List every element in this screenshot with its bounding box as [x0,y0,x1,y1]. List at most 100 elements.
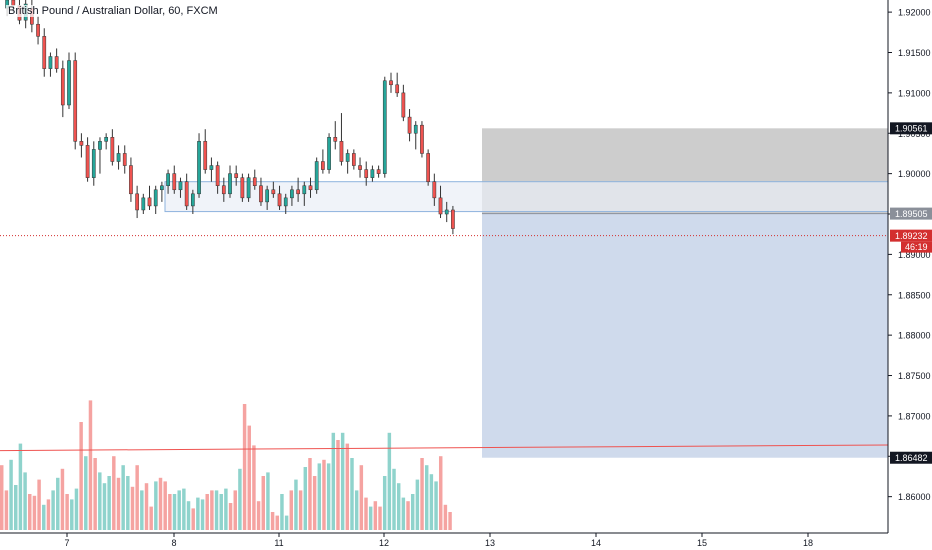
price-label-entry: 1.89505 [890,207,932,220]
candle [60,60,65,118]
volume-bar [280,494,284,530]
candle [98,137,102,174]
price-label-bg [890,207,932,220]
candle-body [345,153,350,162]
candle-body [389,80,393,86]
candle-body [228,173,232,195]
candle [166,169,170,194]
candle [178,177,183,198]
countdown-label: 46:19 [901,241,932,253]
candle-body [426,153,430,182]
volume-bar [46,499,51,530]
volume-bar [406,501,410,530]
volume-bar [429,474,434,530]
volume-bar [368,506,373,530]
volume-bar [112,456,116,530]
candle [413,121,418,150]
candle [215,161,220,194]
candle [358,157,362,178]
volume-bar [308,458,312,530]
volume-bar [298,490,303,530]
volume-bar [182,488,186,530]
price-tick-label: 1.92000 [898,8,931,18]
candle-body [54,56,59,69]
volume-bar [70,499,74,530]
candle-body [308,185,313,191]
candle-body [166,173,170,186]
candle [42,28,47,77]
candle-body [314,161,319,191]
candle [395,72,400,97]
volume-bar [126,476,130,530]
volume-bar [56,477,60,530]
volume-bar [345,443,350,530]
volume-bar [233,490,237,530]
candle [79,133,84,158]
volume-bar [242,404,247,530]
candle [265,185,269,210]
volume-bar [158,477,163,530]
volume-bar [191,508,195,530]
volume-bar [116,477,121,530]
volume-bar [107,476,111,530]
volume-bar [434,481,438,530]
volume-bar [378,506,382,530]
volume-bar [424,465,429,530]
volume-bar [354,490,359,530]
candle-body [234,173,239,178]
candle-body [364,169,369,178]
volume-bar [9,459,13,530]
candle-body [215,165,220,186]
candle [110,129,115,166]
volume-bar [214,490,219,530]
candle [451,205,455,235]
candle-body [339,141,344,162]
price-tick-label: 1.87000 [898,411,931,421]
volume-bar [252,445,256,530]
candle-body [246,177,251,199]
volume-bar [154,481,158,530]
candle-body [240,177,245,199]
volume-bar [410,494,415,530]
chart-title: British Pound / Australian Dollar, 60, F… [6,5,220,17]
candle-body [209,165,214,170]
volume-bar [387,432,392,530]
volume-bar [177,490,181,530]
candle [327,133,331,174]
candle [389,72,393,93]
candle [135,185,139,219]
candle-body [327,137,331,170]
countdown-bg [901,241,932,253]
candle-body [351,153,356,166]
time-tick-label: 12 [379,538,389,548]
volume-bar [336,440,340,530]
volume-bar [186,501,191,530]
volume-bar [51,490,55,530]
price-label-bg [890,229,932,242]
time-tick-label: 14 [591,538,601,548]
candle [351,149,356,170]
volume-bar [396,483,401,530]
volume-bar [401,497,406,530]
volume-bar [350,458,354,530]
price-label-text: 1.86482 [895,453,928,463]
countdown-text: 46:19 [905,242,928,252]
volume-bar [88,400,93,530]
candle-body [451,209,455,229]
candle [283,193,288,215]
take-profit-zone [482,213,888,458]
candle-body [42,36,47,69]
candle [401,84,406,122]
volume-bar [140,490,144,530]
candle-body [104,137,109,142]
candle [321,149,325,174]
candle-body [420,124,424,154]
candle [85,137,90,182]
candle [426,149,430,186]
price-tick-label: 1.90000 [898,169,931,179]
candle [122,145,127,174]
time-tick-label: 18 [803,538,813,548]
time-tick-label: 7 [64,538,69,548]
